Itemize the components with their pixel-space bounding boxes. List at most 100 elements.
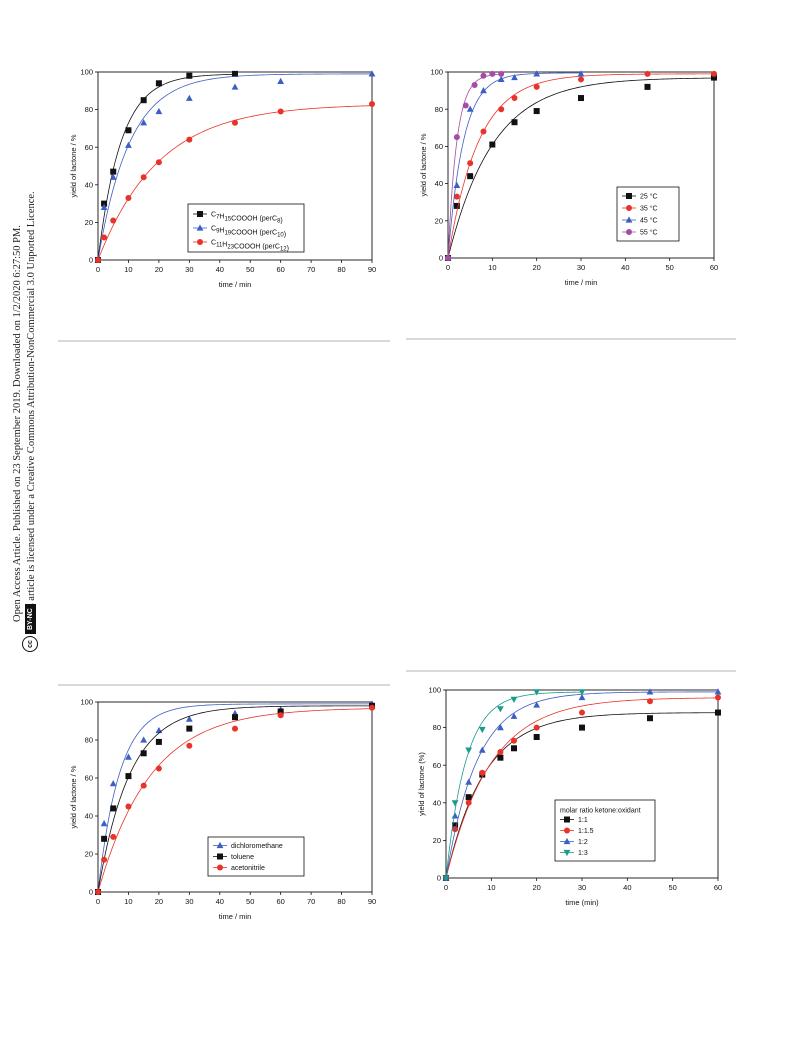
data-point xyxy=(155,107,163,115)
data-point xyxy=(185,94,193,101)
x-tick-label: 30 xyxy=(578,883,586,892)
data-point xyxy=(533,689,541,696)
data-point xyxy=(155,726,163,734)
data-point xyxy=(101,234,108,241)
x-tick-label: 60 xyxy=(714,883,722,892)
series-line xyxy=(97,73,373,261)
licence-line-2: This article is licensed under a Creativ… xyxy=(26,191,37,622)
data-point xyxy=(498,70,505,77)
data-point xyxy=(109,173,117,180)
data-point xyxy=(125,773,132,780)
x-tick-label: 0 xyxy=(96,265,100,274)
x-tick-label: 0 xyxy=(446,263,450,272)
data-point xyxy=(480,87,487,94)
x-tick-label: 50 xyxy=(246,897,254,906)
data-point xyxy=(511,745,517,752)
data-point xyxy=(101,856,108,863)
data-point xyxy=(451,800,459,807)
x-tick-label: 50 xyxy=(665,263,673,272)
data-point xyxy=(155,738,162,745)
x-axis-label: time / min xyxy=(565,278,598,287)
data-point xyxy=(155,765,162,772)
series-2 xyxy=(95,704,375,895)
y-tick-label: 0 xyxy=(89,256,93,265)
cc-license-badge[interactable]: cc BY-NC xyxy=(22,604,38,652)
data-point xyxy=(579,724,585,731)
chart-solvent-effect: 0 10 20 30 40 50 60 70 80 90 0 20 40 60 80 100 time / mi… xyxy=(69,698,376,921)
data-point xyxy=(466,105,474,112)
data-point xyxy=(480,128,487,135)
data-point xyxy=(578,76,584,83)
data-point xyxy=(478,746,486,753)
data-point xyxy=(140,736,148,743)
data-point xyxy=(186,136,193,143)
data-point xyxy=(646,688,654,695)
x-tick-label: 40 xyxy=(216,897,224,906)
legend-marker xyxy=(626,205,632,211)
data-point xyxy=(711,70,717,77)
data-point xyxy=(533,724,540,731)
data-point xyxy=(231,83,239,90)
y-tick-label: 80 xyxy=(435,105,443,114)
data-point xyxy=(369,100,375,107)
data-point xyxy=(100,203,108,210)
data-point xyxy=(465,778,473,785)
data-point xyxy=(577,70,585,77)
data-point xyxy=(110,833,117,840)
y-axis-label: yield of lactone / % xyxy=(419,133,428,196)
data-point xyxy=(497,724,504,731)
data-point xyxy=(100,820,108,827)
x-tick-label: 30 xyxy=(185,897,193,906)
data-point xyxy=(277,108,284,115)
chart-temperature-effect: 0 10 20 30 40 50 60 0 20 40 60 80 100 time / min yield… xyxy=(419,68,718,287)
data-point xyxy=(647,715,653,722)
x-tick-label: 50 xyxy=(246,265,254,274)
data-point xyxy=(277,712,284,719)
legend-marker xyxy=(217,864,223,871)
data-point xyxy=(715,709,721,716)
data-point xyxy=(533,734,540,740)
data-point xyxy=(369,704,375,711)
cc-badge-label: BY-NC xyxy=(24,604,36,634)
data-point xyxy=(471,82,478,89)
data-point xyxy=(451,812,459,819)
y-tick-label: 100 xyxy=(428,686,441,695)
y-tick-label: 60 xyxy=(435,142,443,151)
data-point xyxy=(109,780,117,787)
data-point xyxy=(453,202,460,209)
x-tick-label: 70 xyxy=(307,265,315,274)
x-tick-label: 40 xyxy=(621,263,629,272)
data-point xyxy=(579,709,585,716)
x-tick-label: 60 xyxy=(710,263,718,272)
y-tick-label: 100 xyxy=(80,698,93,707)
legend-entry: dichloromethane xyxy=(231,843,283,850)
legend: C7H15COOOH (perC8)C9H19COOOH (perC10)C11… xyxy=(187,203,305,253)
y-tick-label: 40 xyxy=(85,180,93,189)
data-point xyxy=(498,106,505,113)
x-tick-label: 20 xyxy=(532,263,540,272)
divider-rule xyxy=(406,338,736,340)
legend-entry: 55 °C xyxy=(640,229,658,237)
chart-peracid-chain-length: 0 10 20 30 40 50 60 70 80 90 0 20 40 60 80 100 time / mi… xyxy=(69,68,376,289)
licence-line-1: Open Access Article. Published on 23 Sep… xyxy=(12,225,23,622)
y-tick-label: 40 xyxy=(435,179,443,188)
data-point xyxy=(497,754,504,761)
data-point xyxy=(533,70,541,77)
data-point xyxy=(578,689,586,696)
data-point xyxy=(186,72,193,79)
data-point xyxy=(465,799,472,806)
legend-entry: acetonitrile xyxy=(231,865,265,872)
legend-entry: 1:1 xyxy=(578,817,588,824)
legend-entry: toluene xyxy=(231,854,254,861)
cc-icon: cc xyxy=(22,636,38,652)
y-tick-label: 20 xyxy=(433,836,441,845)
legend-marker xyxy=(563,837,571,845)
series-3 xyxy=(442,689,586,882)
x-tick-label: 80 xyxy=(337,265,345,274)
data-point xyxy=(511,95,518,102)
x-tick-label: 0 xyxy=(444,883,448,892)
data-point xyxy=(140,119,148,126)
data-point xyxy=(453,181,461,189)
x-tick-label: 60 xyxy=(276,897,284,906)
data-point xyxy=(232,725,238,732)
